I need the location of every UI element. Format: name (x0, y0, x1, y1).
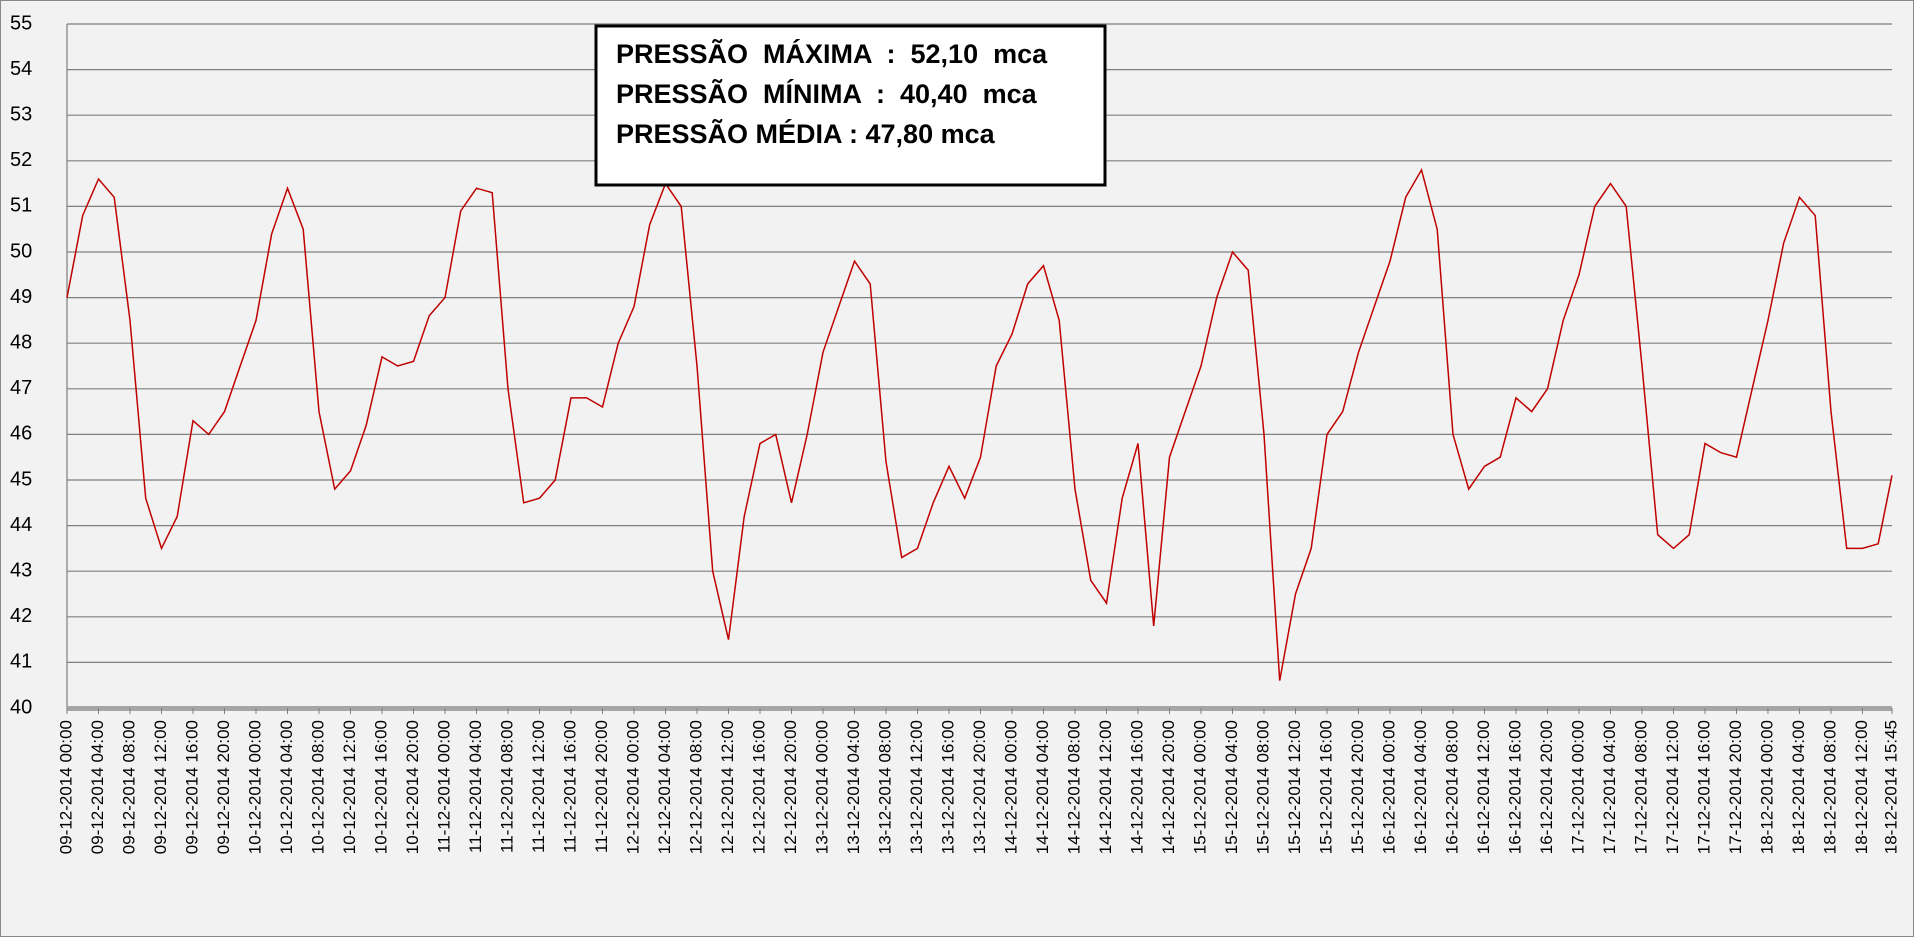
x-tick-label: 17-12-2014 16:00 (1694, 720, 1713, 854)
x-tick-label: 10-12-2014 04:00 (277, 720, 296, 854)
annotation: PRESSÃO MÉDIA : 47,80 mca (616, 118, 996, 149)
y-tick-label: 49 (10, 286, 32, 308)
x-tick-label: 15-12-2014 20:00 (1348, 720, 1367, 854)
x-tick-label: 12-12-2014 08:00 (686, 720, 705, 854)
x-tick-label: 17-12-2014 12:00 (1663, 720, 1682, 854)
x-tick-label: 09-12-2014 16:00 (182, 720, 201, 854)
grid: 40 41 42 43 44 45 46 47 48 49 50 51 52 53 54 55 09-12-20… (10, 12, 1900, 854)
x-tick-label: 13-12-2014 04:00 (844, 720, 863, 854)
x-tick-label: 09-12-2014 04:00 (88, 720, 107, 854)
x-tick-label: 15-12-2014 12:00 (1285, 720, 1304, 854)
x-tick-label: 18-12-2014 08:00 (1820, 720, 1839, 854)
x-tick-label: 11-12-2014 12:00 (529, 720, 548, 853)
x-tick-label: 14-12-2014 00:00 (1001, 720, 1020, 854)
y-tick-label: 48 (10, 331, 32, 353)
x-tick-label: 18-12-2014 15:45 (1881, 720, 1900, 854)
y-tick-label: 46 (10, 423, 32, 445)
x-tick-label: 09-12-2014 12:00 (151, 720, 170, 854)
x-tick-label: 12-12-2014 00:00 (623, 720, 642, 854)
x-tick-label: 16-12-2014 20:00 (1537, 720, 1556, 854)
x-tick-label: 18-12-2014 00:00 (1757, 720, 1776, 854)
y-tick-label: 55 (10, 12, 32, 34)
annotation: PRESSÃO MÍNIMA : 40,40 mca (616, 78, 1038, 109)
y-tick-label: 40 (10, 696, 32, 718)
y-tick-label: 45 (10, 468, 32, 490)
y-tick-label: 50 (10, 240, 32, 262)
x-tick-label: 14-12-2014 12:00 (1096, 720, 1115, 854)
y-tick-label: 53 (10, 103, 32, 125)
x-tick-label: 13-12-2014 08:00 (875, 720, 894, 854)
x-tick-label: 11-12-2014 08:00 (497, 720, 516, 853)
x-tick-label: 10-12-2014 16:00 (371, 720, 390, 854)
y-tick-label: 41 (10, 651, 32, 673)
x-tick-label: 11-12-2014 00:00 (434, 720, 453, 853)
x-tick-label: 18-12-2014 12:00 (1852, 720, 1871, 854)
x-tick-label: 10-12-2014 08:00 (308, 720, 327, 854)
x-tick-label: 17-12-2014 04:00 (1600, 720, 1619, 854)
y-tick-label: 52 (10, 149, 32, 171)
x-tick-label: 14-12-2014 20:00 (1159, 720, 1178, 854)
x-tick-label: 09-12-2014 20:00 (214, 720, 233, 854)
x-tick-label: 15-12-2014 00:00 (1190, 720, 1209, 854)
x-tick-label: 14-12-2014 04:00 (1033, 720, 1052, 854)
plot (66, 167, 1893, 681)
x-tick-label: 16-12-2014 16:00 (1505, 720, 1524, 854)
x-tick-label: 16-12-2014 00:00 (1379, 720, 1398, 854)
y-tick-label: 54 (10, 58, 32, 80)
x-axis-band (67, 706, 1892, 711)
x-tick-label: 09-12-2014 08:00 (119, 720, 138, 854)
x-tick-label: 13-12-2014 16:00 (938, 720, 957, 854)
x-tick-label: 10-12-2014 12:00 (340, 720, 359, 854)
x-tick-label: 12-12-2014 04:00 (655, 720, 674, 854)
x-tick-label: 17-12-2014 20:00 (1726, 720, 1745, 854)
y-tick-label: 51 (10, 195, 32, 217)
x-tick-label: 14-12-2014 08:00 (1064, 720, 1083, 854)
annotation-box (594, 24, 1107, 187)
x-tick-label: 11-12-2014 04:00 (466, 720, 485, 853)
x-tick-label: 16-12-2014 12:00 (1474, 720, 1493, 854)
x-tick-label: 18-12-2014 04:00 (1789, 720, 1808, 854)
y-tick-label: 43 (10, 559, 32, 581)
x-tick-label: 17-12-2014 00:00 (1568, 720, 1587, 854)
x-tick-label: 11-12-2014 16:00 (560, 720, 579, 853)
x-tick-label: 15-12-2014 04:00 (1222, 720, 1241, 854)
x-tick-label: 09-12-2014 00:00 (56, 720, 75, 854)
x-tick-label: 16-12-2014 04:00 (1411, 720, 1430, 854)
x-tick-label: 13-12-2014 00:00 (812, 720, 831, 854)
annotation: PRESSÃO MÁXIMA : 52,10 mca (616, 38, 1048, 69)
y-tick-label: 47 (10, 377, 32, 399)
x-tick-label: 12-12-2014 16:00 (749, 720, 768, 854)
y-tick-label: 42 (10, 605, 32, 627)
y-tick-label: 44 (10, 514, 32, 536)
x-tick-label: 15-12-2014 16:00 (1316, 720, 1335, 854)
x-tick-label: 16-12-2014 08:00 (1442, 720, 1461, 854)
x-tick-label: 17-12-2014 08:00 (1631, 720, 1650, 854)
x-tick-label: 13-12-2014 20:00 (970, 720, 989, 854)
x-tick-label: 10-12-2014 00:00 (245, 720, 264, 854)
x-tick-label: 11-12-2014 20:00 (592, 720, 611, 853)
x-tick-label: 13-12-2014 12:00 (907, 720, 926, 854)
series-line (66, 167, 1893, 681)
x-tick-label: 12-12-2014 12:00 (718, 720, 737, 854)
x-tick-label: 10-12-2014 20:00 (403, 720, 422, 854)
x-tick-label: 14-12-2014 16:00 (1127, 720, 1146, 854)
x-tick-label: 15-12-2014 08:00 (1253, 720, 1272, 854)
x-tick-label: 12-12-2014 20:00 (781, 720, 800, 854)
